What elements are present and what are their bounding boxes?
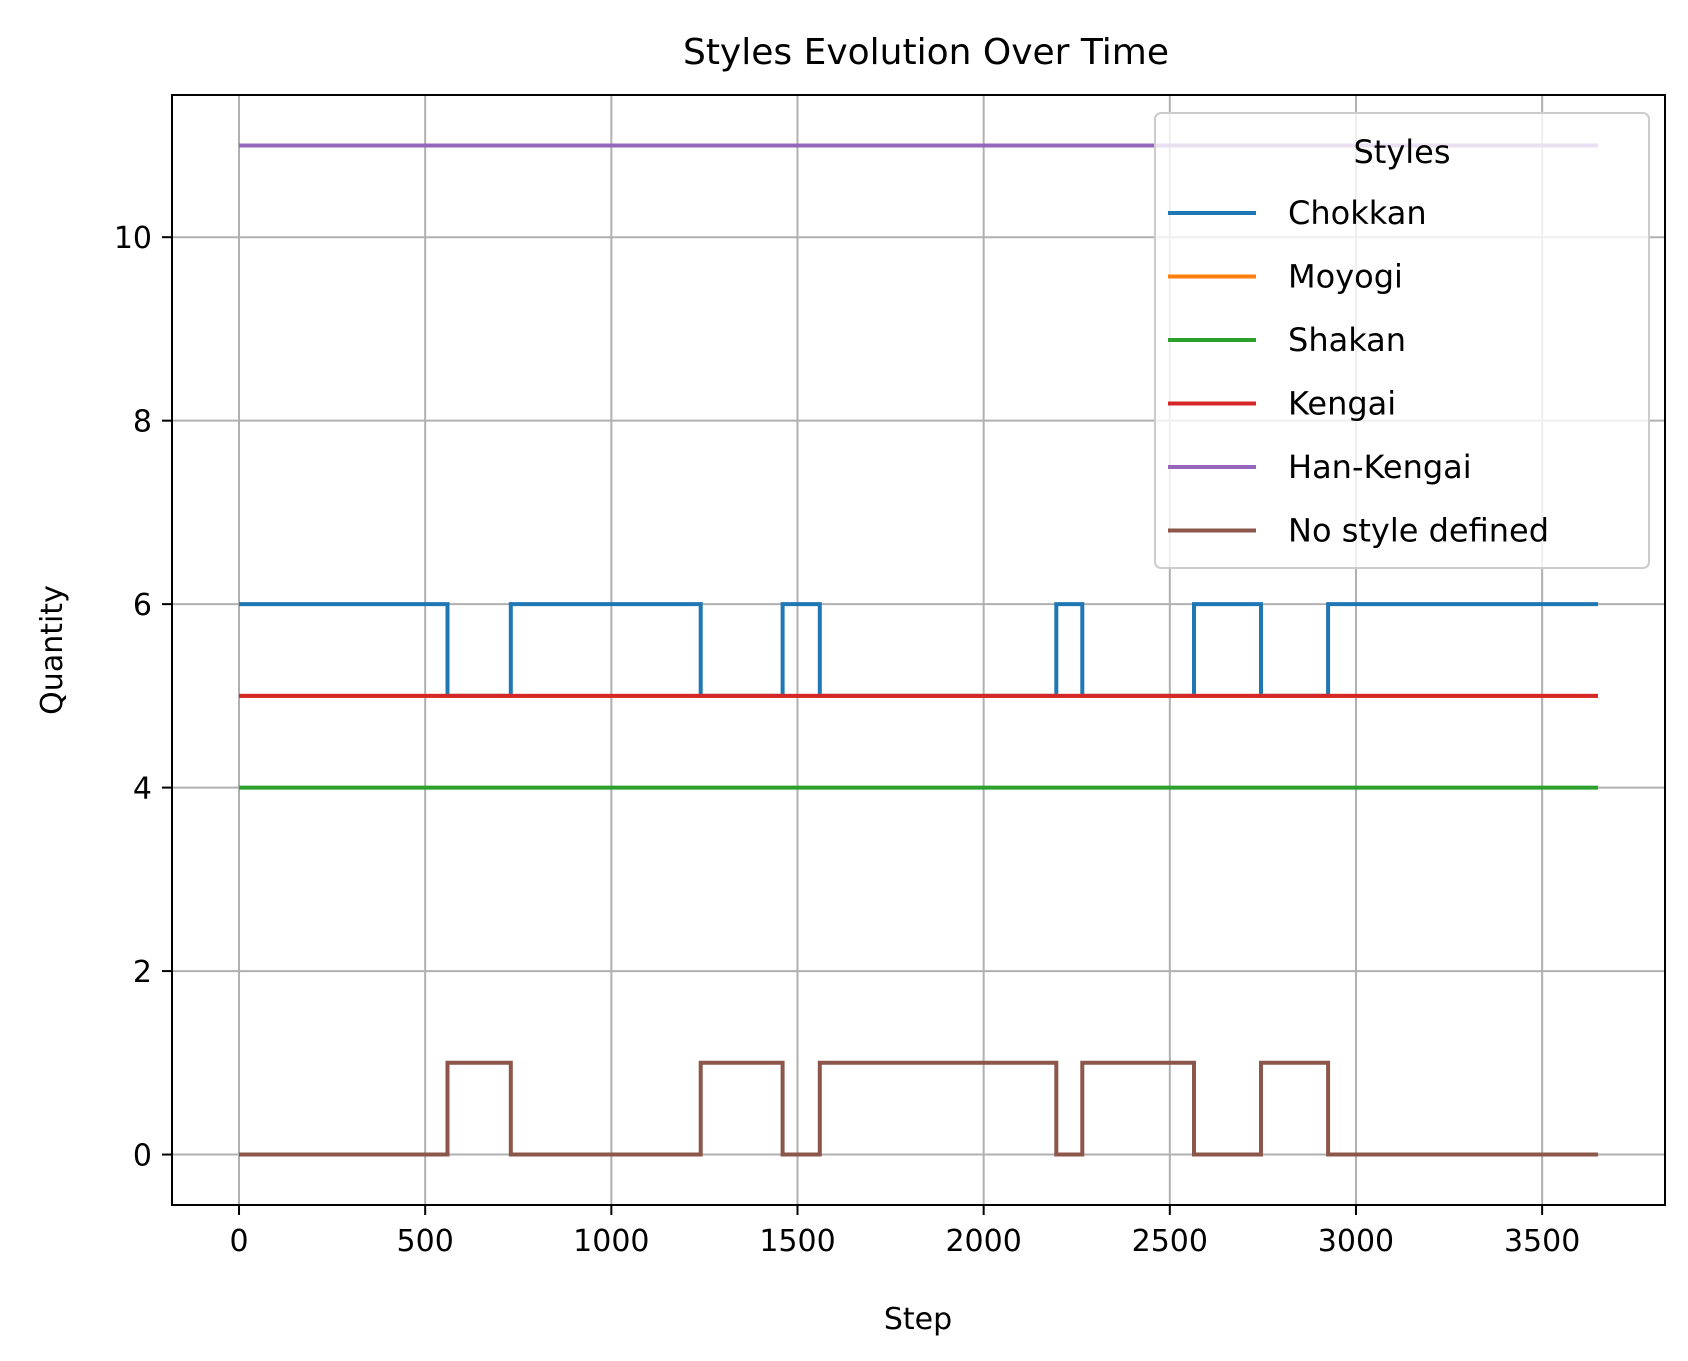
legend-title: Styles	[1353, 133, 1450, 171]
legend-label: Kengai	[1288, 385, 1396, 423]
x-tick-label: 3500	[1504, 1224, 1580, 1259]
x-tick-label: 1500	[759, 1224, 835, 1259]
legend-box	[1154, 112, 1650, 569]
plot-frame	[171, 94, 1666, 1206]
y-tick-label: 6	[133, 588, 152, 623]
y-tick-label: 0	[133, 1139, 152, 1174]
x-tick-label: 500	[397, 1224, 454, 1259]
y-tick-label: 8	[133, 405, 152, 440]
x-tick-label: 2000	[945, 1224, 1021, 1259]
y-tick-label: 2	[133, 955, 152, 990]
axis-ticks: 0 500 1000 1500 2000 2500 3000 3500 0 2 4 6 8 10	[114, 221, 1581, 1259]
legend-label: Han-Kengai	[1288, 448, 1472, 486]
x-axis-label: Step	[884, 1302, 952, 1337]
series-line-6	[239, 1060, 1598, 1157]
legend-label: Chokkan	[1288, 194, 1427, 232]
legend-label: Shakan	[1288, 321, 1406, 359]
x-tick-label: 2500	[1132, 1224, 1208, 1259]
legend-label: No style defined	[1288, 512, 1549, 550]
chart-title: Styles Evolution Over Time	[683, 32, 1169, 73]
y-tick-label: 4	[133, 772, 152, 807]
x-tick-label: 3000	[1318, 1224, 1394, 1259]
x-tick-label: 0	[229, 1224, 248, 1259]
legend-label: Moyogi	[1288, 258, 1403, 296]
x-tick-label: 1000	[573, 1224, 649, 1259]
legend: Styles Chokkan Moyogi Shakan Kengai Han-Keng…	[1154, 112, 1650, 569]
y-axis-label: Quantity	[35, 585, 70, 715]
y-tick-label: 10	[114, 221, 152, 256]
